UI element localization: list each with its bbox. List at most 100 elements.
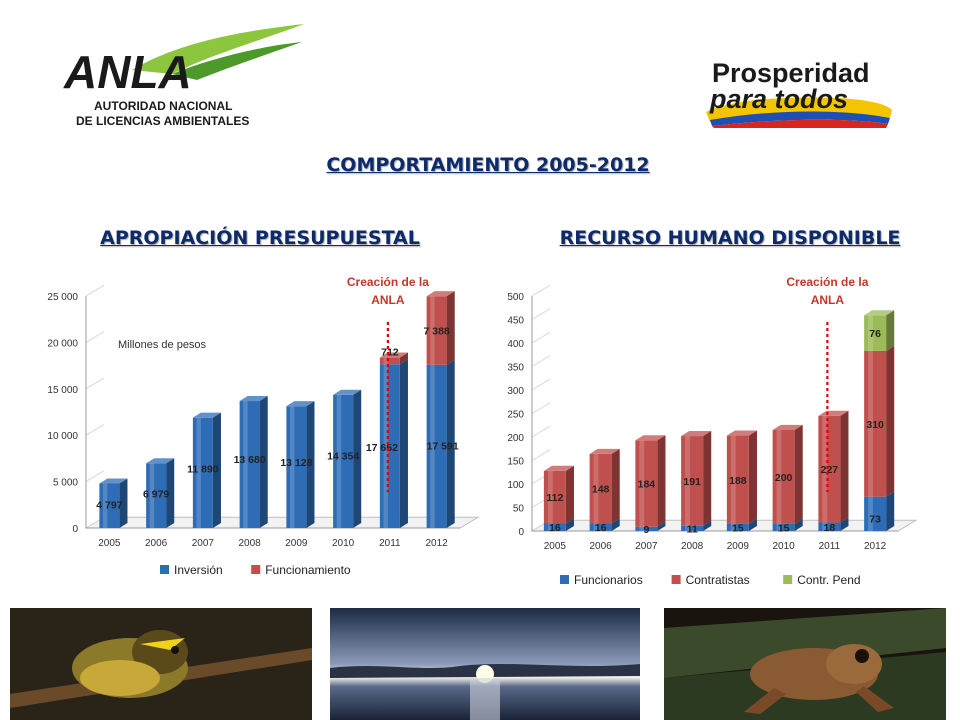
data-label: 148: [592, 484, 610, 496]
bar-side: [703, 520, 712, 531]
bar-highlight: [547, 470, 553, 524]
bar-highlight: [593, 453, 599, 524]
bar-side: [565, 465, 574, 524]
x-tick-label: 2008: [681, 541, 704, 552]
bar-highlight: [639, 526, 645, 531]
bar-top: [818, 410, 849, 416]
bar-side: [886, 345, 895, 497]
flag-red-stripe: [712, 119, 888, 128]
data-label: 310: [866, 419, 884, 431]
bar-side: [611, 448, 620, 524]
bar-contr-pend-2012: [864, 315, 887, 351]
bar-highlight: [868, 496, 873, 531]
data-label: 16: [549, 522, 561, 534]
bar-funcionamiento-2012: [426, 296, 447, 365]
chart-staff-title: RECURSO HUMANO DISPONIBLE: [559, 227, 901, 249]
bird-image: [10, 608, 312, 720]
data-label: 11 890: [187, 463, 219, 475]
bar-contratistas-2008: [681, 436, 704, 526]
y-tick-label: 0: [518, 527, 524, 538]
bar-inversi-n-2007: [192, 417, 213, 528]
data-label: 18: [824, 522, 836, 534]
x-tick-label: 2011: [379, 538, 401, 549]
bar-highlight: [383, 364, 388, 528]
bar-top: [99, 478, 128, 484]
bar-highlight: [776, 523, 782, 531]
data-label: 17 591: [427, 440, 459, 452]
legend-label: Inversión: [174, 563, 223, 577]
data-label: 712: [381, 347, 399, 359]
gridline-depth: [531, 355, 551, 367]
prosperidad-line1: Prosperidad: [712, 58, 870, 88]
data-label: 14 354: [327, 451, 359, 463]
bar-side: [446, 359, 455, 528]
bar-side: [657, 521, 666, 531]
bar-highlight: [639, 440, 645, 527]
data-label: 15: [778, 522, 790, 534]
bar-top: [333, 389, 362, 395]
bar-contratistas-2005: [543, 470, 566, 524]
legend-swatch: [671, 575, 681, 584]
x-tick-label: 2007: [635, 541, 658, 552]
data-label: 184: [638, 479, 656, 491]
page-title: COMPORTAMIENTO 2005-2012: [326, 154, 650, 176]
bar-top: [286, 401, 315, 407]
x-tick-label: 2009: [285, 538, 308, 549]
x-tick-label: 2005: [544, 541, 567, 552]
bar-highlight: [593, 523, 599, 531]
gridline-depth: [531, 402, 551, 414]
bar-side: [399, 352, 408, 365]
chart-floor: [530, 519, 918, 532]
bar-inversi-n-2009: [286, 406, 307, 528]
prosperidad-logo-graphic: Prosperidad para todos: [706, 58, 892, 128]
bar-contratistas-2007: [635, 440, 658, 527]
bar-top: [146, 458, 175, 464]
legend-label: Contratistas: [686, 573, 750, 587]
bar-funcionarios-2006: [589, 523, 612, 531]
marker-label-line2: ANLA: [371, 293, 405, 307]
bar-top: [192, 412, 221, 418]
bar-contratistas-2011: [818, 415, 841, 523]
chart-floor: [84, 516, 480, 529]
anla-logo-line2: DE LICENCIAS AMBIENTALES: [76, 114, 249, 128]
gridline-depth: [531, 449, 551, 461]
y-tick-label: 10 000: [47, 431, 78, 442]
gridline-depth: [531, 308, 551, 320]
bar-highlight: [685, 525, 690, 531]
data-label: 16: [595, 522, 607, 534]
anla-logo-line1: AUTORIDAD NACIONAL: [94, 99, 232, 113]
prosperidad-logo: Prosperidad para todos: [700, 52, 900, 128]
data-label: 6 979: [143, 488, 169, 500]
y-tick-label: 20 000: [47, 338, 78, 349]
bar-contratistas-2012: [864, 350, 887, 497]
x-tick-label: 2009: [727, 541, 750, 552]
bar-highlight: [383, 357, 388, 365]
bar-inversi-n-2005: [99, 483, 120, 528]
bar-funcionarios-2007: [635, 526, 658, 531]
bar-side: [212, 412, 221, 528]
y-tick-label: 500: [507, 292, 524, 303]
y-tick-label: 0: [72, 524, 78, 535]
y-tick-label: 50: [513, 504, 525, 515]
bar-side: [353, 389, 362, 528]
bar-inversi-n-2010: [333, 394, 354, 528]
bar-top: [681, 431, 712, 437]
bar-highlight: [336, 394, 342, 528]
photo-bird: [10, 608, 312, 720]
bar-side: [119, 478, 128, 528]
bar-contratistas-2006: [589, 453, 612, 524]
bar-highlight: [730, 435, 736, 524]
y-tick-label: 300: [507, 386, 524, 397]
bar-highlight: [289, 406, 295, 528]
bar-top: [772, 424, 803, 430]
frog-image: [664, 608, 946, 720]
prosperidad-line2: para todos: [709, 84, 848, 114]
gridline-depth: [85, 284, 105, 297]
bar-side: [166, 458, 175, 528]
marker-label-line1: Creación de la: [347, 275, 429, 289]
bar-funcionarios-2009: [726, 523, 749, 531]
bar-side: [794, 424, 803, 524]
data-label: 13 128: [280, 457, 312, 469]
data-label: 227: [821, 464, 839, 476]
data-label: 11: [687, 523, 698, 535]
